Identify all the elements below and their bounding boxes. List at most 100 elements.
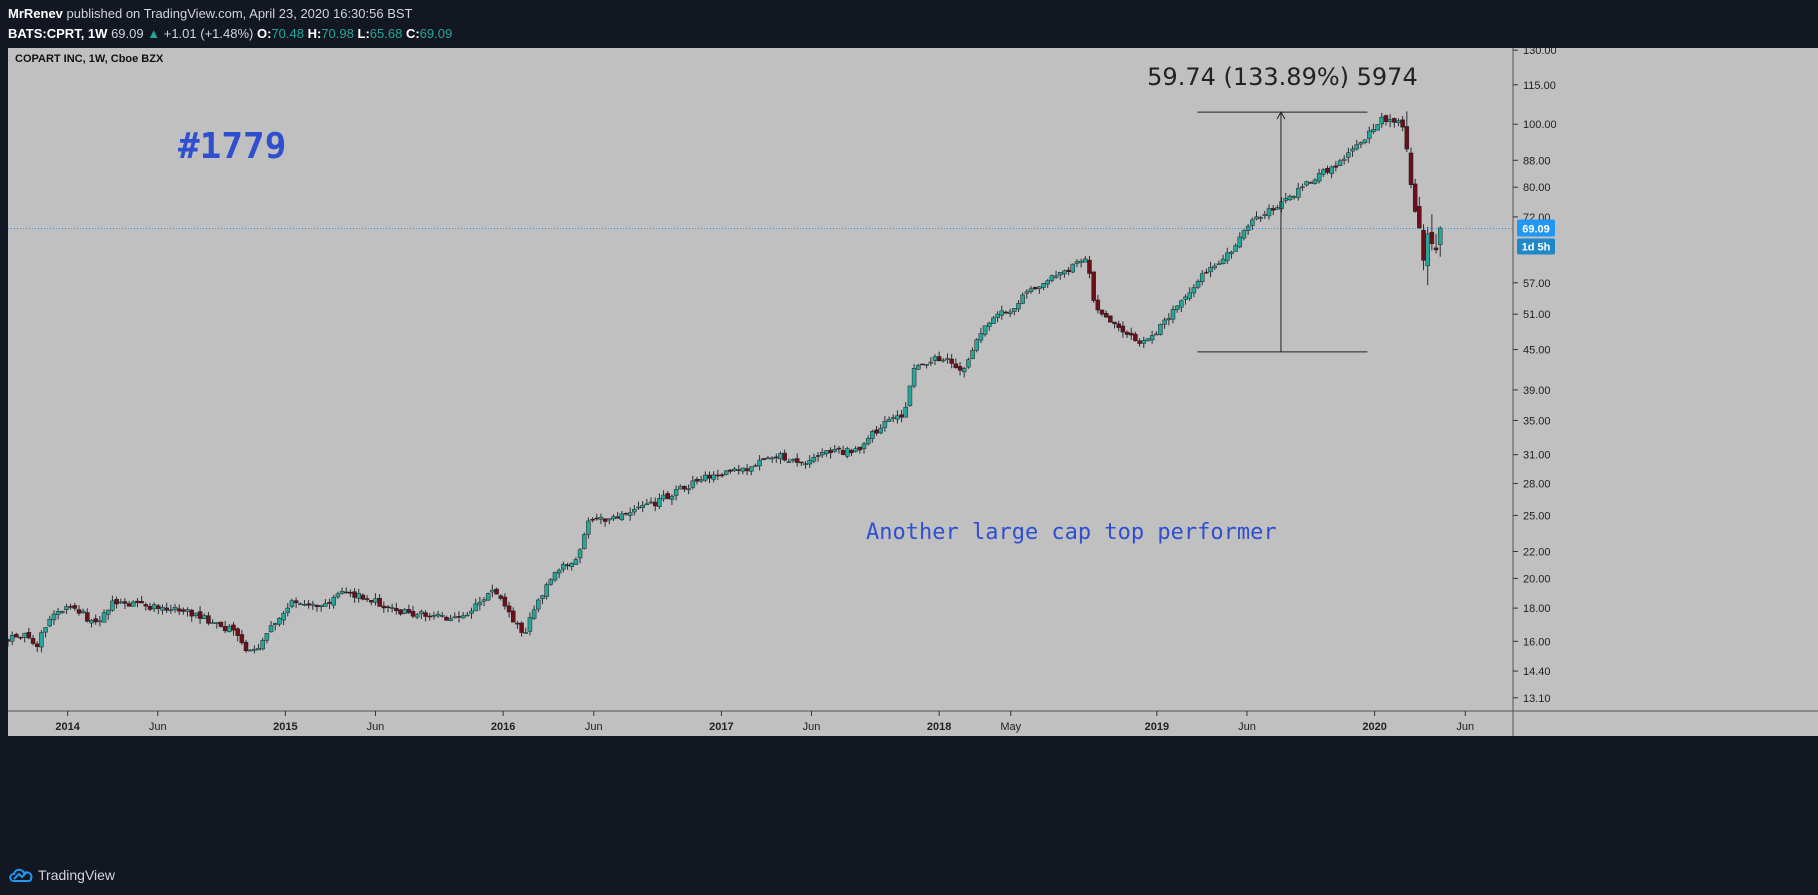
candle-body: [1191, 287, 1197, 294]
candle-body: [1321, 169, 1326, 175]
y-tick-label: 14.40: [1523, 666, 1551, 678]
candle-body: [1041, 283, 1046, 288]
candle-body: [139, 601, 144, 604]
candle-down: [494, 587, 499, 595]
candle-body: [1316, 173, 1322, 182]
candle-body: [1304, 181, 1309, 186]
candle-body: [1057, 271, 1063, 276]
candle-body: [531, 609, 537, 619]
candle-up: [577, 548, 583, 564]
candle-down: [235, 627, 240, 642]
candle-body: [1262, 214, 1268, 216]
candle-body: [227, 626, 232, 633]
up-triangle-icon: ▲: [147, 26, 161, 41]
low-label: L:: [357, 26, 370, 41]
candle-up: [51, 610, 57, 625]
x-tick-label: 2014: [55, 721, 80, 733]
candle-body: [1141, 340, 1147, 344]
candle-body: [323, 603, 328, 607]
candle-body: [1312, 179, 1318, 184]
candle-up: [632, 505, 637, 516]
candle-down: [364, 595, 370, 603]
candle-up: [80, 608, 86, 615]
candle-down: [519, 621, 524, 637]
candle-body: [644, 503, 650, 506]
tradingview-cloud-icon[interactable]: [8, 866, 34, 884]
candle-body: [1032, 286, 1038, 290]
candle-body: [481, 599, 487, 602]
candle-body: [957, 366, 963, 371]
y-tick-label: 28.00: [1523, 478, 1551, 490]
price-chart[interactable]: 130.00115.00100.0088.0080.0072.0057.0051…: [5, 45, 1818, 856]
candle-body: [1179, 300, 1184, 308]
candle-up: [903, 402, 909, 418]
candle-body: [1417, 206, 1422, 229]
candle-down: [1091, 271, 1096, 303]
candle-up: [469, 607, 474, 619]
candle-body: [1333, 165, 1339, 168]
candle-body: [364, 598, 370, 600]
candle-down: [1095, 294, 1101, 314]
candle-up: [1162, 317, 1167, 329]
candle-up: [1012, 308, 1017, 316]
candle-body: [1049, 275, 1055, 281]
candle-body: [1112, 321, 1117, 325]
candle-up: [556, 568, 562, 579]
candle-body: [865, 438, 871, 445]
candle-body: [164, 607, 169, 611]
candle-up: [1187, 287, 1192, 301]
candle-body: [427, 615, 432, 618]
candle-up: [9, 631, 15, 646]
candle-body: [465, 614, 470, 617]
candle-body: [1003, 311, 1009, 314]
candle-body: [1083, 258, 1088, 263]
x-tick-label: Jun: [1456, 721, 1474, 733]
candle-up: [285, 603, 291, 617]
candle-body: [335, 593, 341, 598]
tradingview-brand[interactable]: TradingView: [38, 867, 116, 883]
candle-down: [1408, 147, 1414, 189]
candle-body: [343, 591, 349, 594]
footer: TradingView: [0, 862, 1818, 895]
x-tick-label: May: [1000, 721, 1021, 733]
candle-body: [874, 429, 879, 434]
author-name[interactable]: MrRenev: [8, 6, 63, 21]
candle-body: [761, 458, 767, 460]
candle-body: [381, 605, 387, 609]
candle-down: [953, 358, 959, 369]
candle-up: [982, 325, 988, 337]
candle-body: [1087, 259, 1092, 274]
candle-body: [1371, 129, 1376, 133]
candle-body: [239, 634, 245, 644]
candle-body: [352, 591, 357, 598]
candle-body: [147, 606, 153, 610]
candle-up: [1258, 215, 1263, 223]
candle-up: [1045, 279, 1050, 289]
chart-area[interactable]: 130.00 115.00 100.00 88.00 80.00 72.00 57.00 51…: [5, 45, 1818, 856]
candle-body: [799, 461, 804, 464]
candle-up: [1312, 178, 1318, 185]
candle-body: [131, 601, 136, 607]
candle-body: [853, 448, 858, 452]
candle-body: [686, 488, 691, 491]
candle-body: [682, 485, 687, 490]
candle-body: [1166, 318, 1172, 321]
candle-down: [1400, 116, 1405, 132]
candle-body: [256, 647, 261, 651]
candle-body: [590, 518, 595, 521]
candle-body: [1095, 299, 1101, 311]
candle-body: [920, 363, 925, 366]
candle-up: [1362, 139, 1368, 145]
candle-down: [122, 598, 128, 610]
candle-body: [485, 592, 491, 601]
candle-down: [206, 612, 211, 626]
candle-up: [886, 416, 892, 423]
candle-down: [218, 621, 224, 628]
candle-body: [786, 461, 792, 463]
candle-body: [882, 421, 888, 428]
candle-body: [55, 610, 61, 615]
candle-down: [1120, 321, 1126, 338]
candle-body: [556, 569, 562, 574]
candle-body: [1237, 236, 1243, 248]
candle-down: [1133, 331, 1138, 342]
